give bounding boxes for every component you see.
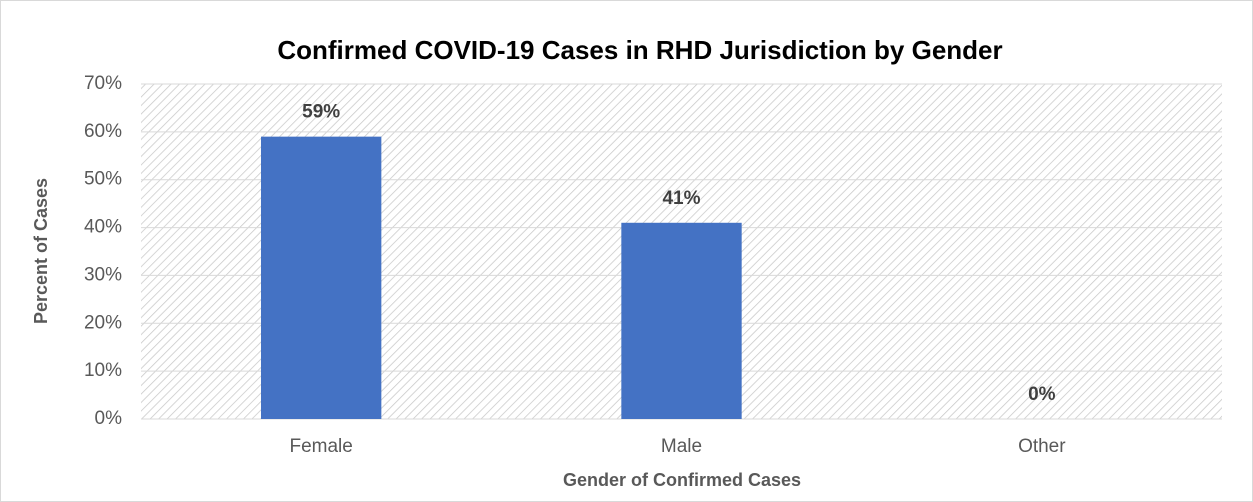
y-tick-label: 30% [84, 264, 122, 285]
x-tick-label: Female [289, 436, 352, 457]
y-tick-label: 40% [84, 217, 122, 238]
data-label: 41% [662, 188, 700, 209]
y-tick-label: 50% [84, 169, 122, 190]
y-tick-label: 0% [95, 408, 123, 429]
x-tick-label: Male [661, 436, 702, 457]
chart-title: Confirmed COVID-19 Cases in RHD Jurisdic… [277, 35, 1002, 65]
x-axis-label: Gender of Confirmed Cases [563, 470, 801, 490]
y-axis-label: Percent of Cases [31, 178, 51, 324]
x-tick-label: Other [1018, 436, 1066, 457]
y-tick-label: 60% [84, 121, 122, 142]
data-label: 59% [302, 102, 340, 123]
y-tick-label: 20% [84, 312, 122, 333]
bar [260, 136, 382, 419]
y-tick-label: 70% [84, 73, 122, 94]
y-tick-label: 10% [84, 360, 122, 381]
data-label: 0% [1028, 384, 1056, 405]
bar [621, 222, 742, 419]
